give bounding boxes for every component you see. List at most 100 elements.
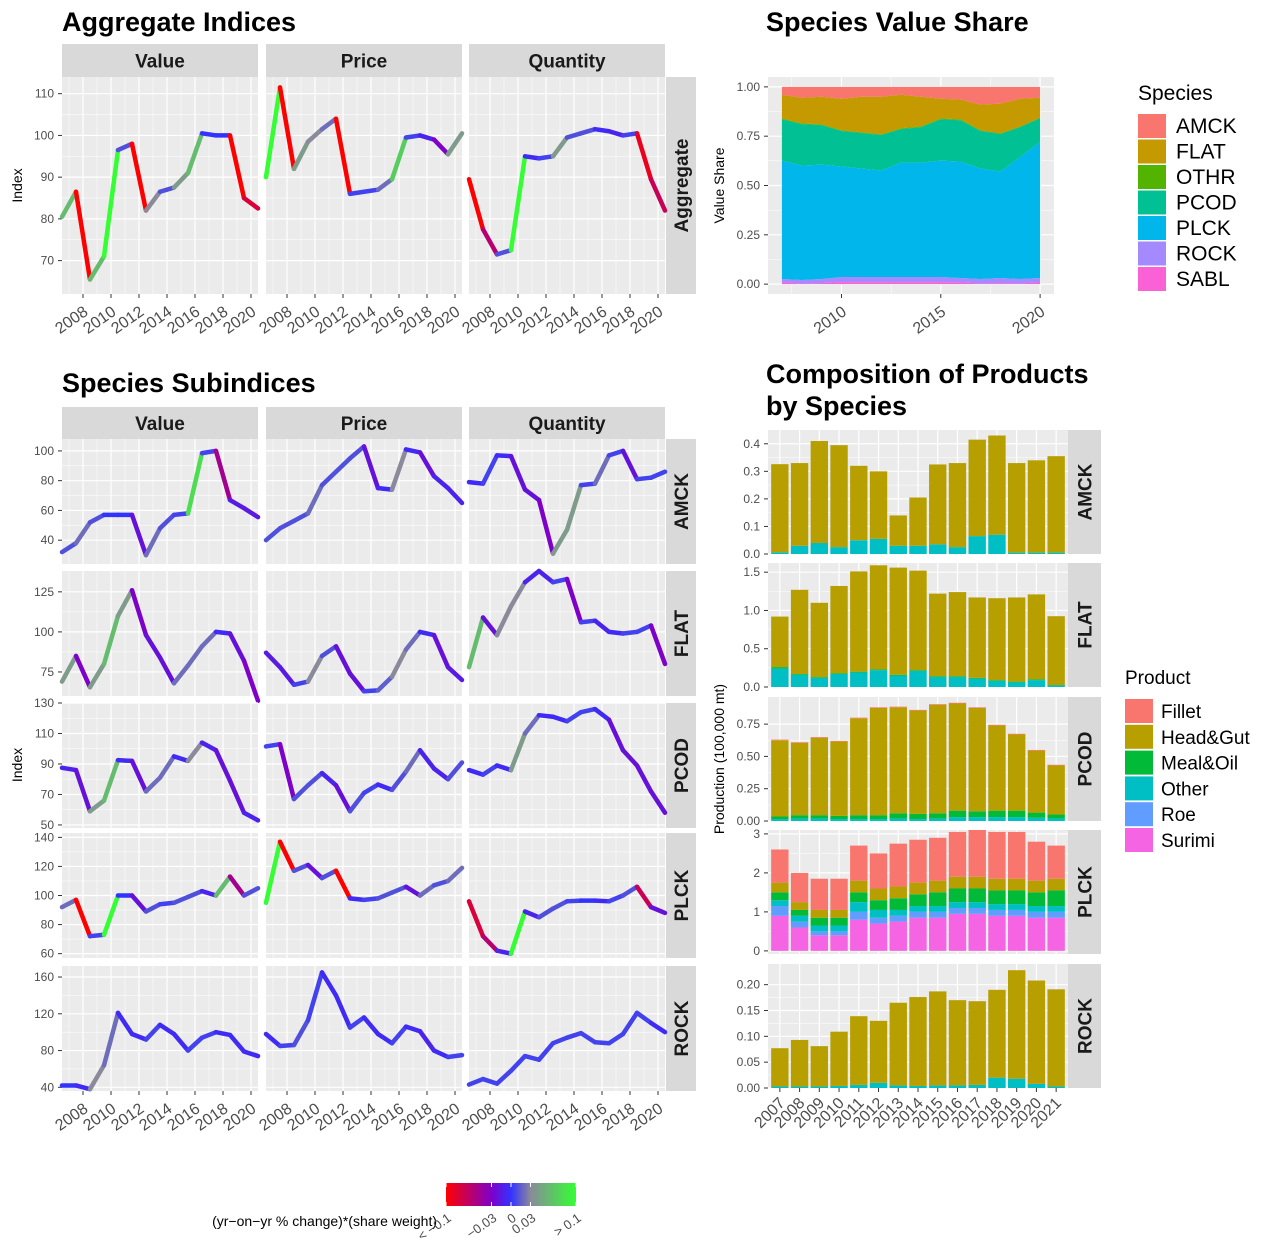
sub-segment-plck-price bbox=[375, 890, 395, 901]
prod-bar-plck-other bbox=[929, 906, 947, 912]
agg-segment-aggregate-price bbox=[277, 85, 297, 172]
prod-bar-flat-meal-oil bbox=[830, 673, 848, 674]
sub-segment-plck-value bbox=[59, 897, 79, 910]
sub-segment-rock-quantity bbox=[606, 1031, 626, 1046]
sub-segment-plck-price bbox=[347, 896, 367, 903]
sub-segment-rock-price bbox=[333, 993, 353, 1030]
sub-segment-plck-price bbox=[319, 868, 339, 881]
prod-bar-pcod-fillet bbox=[869, 707, 888, 708]
prod-bar-pcod-other bbox=[948, 817, 967, 821]
sub-segment-rock-price bbox=[417, 1029, 437, 1053]
sub-segment-flat-value bbox=[115, 587, 135, 619]
prod-bar-flat-head-gut bbox=[968, 597, 986, 678]
share-legend-key-othr bbox=[1138, 165, 1166, 189]
sub-panel-rock-quantity bbox=[469, 966, 665, 1091]
sub-segment-flat-quantity bbox=[620, 629, 640, 636]
sub-segment-flat-price bbox=[445, 664, 465, 683]
agg-xtick: 2020 bbox=[220, 303, 259, 337]
prod-bar-pcod-meal-oil bbox=[810, 815, 828, 819]
prod-bar-rock-other bbox=[850, 1084, 868, 1088]
prod-bar-plck-fillet bbox=[869, 853, 888, 889]
sub-segment-pcod-price bbox=[291, 783, 311, 802]
prod-strip-plck-label: PLCK bbox=[1076, 866, 1097, 918]
sub-segment-rock-quantity bbox=[620, 1010, 640, 1037]
sub-segment-plck-value bbox=[157, 900, 177, 907]
prod-bar-amck-other bbox=[929, 544, 947, 554]
prod-bar-pcod-other bbox=[830, 819, 848, 821]
sub-segment-flat-quantity bbox=[578, 618, 598, 625]
prod-bar-pcod-other bbox=[790, 818, 809, 821]
sub-ytick: 40 bbox=[41, 1080, 55, 1094]
sub-segment-amck-value bbox=[59, 540, 79, 555]
prod-strip-rock bbox=[1068, 964, 1101, 1088]
agg-strip-value-label: Value bbox=[135, 52, 185, 73]
prod-bar-plck-other bbox=[988, 904, 1006, 910]
agg-segment-aggregate-value bbox=[157, 185, 177, 195]
sub-segment-rock-price bbox=[445, 1052, 465, 1060]
sub-ytick: 160 bbox=[34, 970, 54, 984]
prod-bar-amck-head-gut bbox=[1008, 463, 1026, 553]
sub-segment-plck-price bbox=[389, 884, 409, 895]
prod-bar-plck-surimi bbox=[830, 935, 848, 951]
share-xtick: 2020 bbox=[1009, 303, 1048, 337]
sub-segment-pcod-value bbox=[143, 775, 163, 794]
sub-segment-amck-price bbox=[263, 526, 283, 543]
prod-bar-amck-other bbox=[968, 536, 986, 554]
prod-bar-flat-meal-oil bbox=[771, 667, 789, 669]
prod-bar-rock-head-gut bbox=[830, 1031, 848, 1086]
prod-bar-plck-meal-oil bbox=[968, 888, 986, 903]
prod-bar-pcod-fillet bbox=[929, 704, 947, 705]
prod-legend-key-other bbox=[1125, 776, 1153, 801]
sub-ytick: 140 bbox=[34, 830, 54, 844]
sub-ytick: 130 bbox=[34, 696, 54, 710]
sub-segment-pcod-price bbox=[277, 741, 297, 802]
prod-bar-amck-head-gut bbox=[968, 439, 986, 537]
prod-bar-flat-head-gut bbox=[830, 585, 848, 674]
prod-bar-plck-other bbox=[869, 909, 888, 918]
agg-segment-aggregate-quantity bbox=[606, 129, 626, 138]
agg-segment-aggregate-price bbox=[445, 131, 465, 157]
sub-segment-rock-value bbox=[171, 1031, 191, 1053]
prod-bar-rock-other bbox=[909, 1085, 927, 1088]
sub-segment-plck-quantity bbox=[564, 898, 584, 904]
sub-segment-rock-price bbox=[403, 1024, 423, 1034]
prod-bar-plck-roe bbox=[889, 915, 907, 922]
sub-segment-pcod-price bbox=[389, 769, 409, 793]
prod-bar-plck-fillet bbox=[948, 831, 967, 877]
prod-bar-plck-roe bbox=[909, 911, 927, 918]
prod-bar-pcod-other bbox=[869, 819, 888, 821]
prod-bar-pcod-meal-oil bbox=[1047, 814, 1065, 819]
agg-strip-price-label: Price bbox=[341, 52, 387, 73]
sub-segment-flat-value bbox=[129, 587, 149, 638]
prod-bar-pcod-meal-oil bbox=[929, 813, 947, 819]
sub-segment-amck-quantity bbox=[522, 487, 542, 503]
share-legend-key-plck bbox=[1138, 216, 1166, 240]
prod-bar-plck-other bbox=[810, 925, 828, 932]
sub-segment-flat-quantity bbox=[564, 576, 584, 625]
prod-bar-pcod-head-gut bbox=[771, 740, 789, 817]
prod-bar-plck-roe bbox=[948, 907, 967, 914]
sub-ytick: 125 bbox=[34, 585, 54, 599]
prod-ytick: 0.05 bbox=[737, 1055, 761, 1069]
prod-bar-pcod-other bbox=[1027, 817, 1046, 821]
share-legend-key-flat bbox=[1138, 139, 1166, 164]
agg-segment-aggregate-quantity bbox=[466, 176, 486, 232]
sub-segment-amck-value bbox=[227, 497, 247, 511]
prod-bar-pcod-fillet bbox=[1027, 749, 1046, 751]
prod-bar-flat-other bbox=[1047, 685, 1065, 687]
sub-segment-flat-value bbox=[241, 658, 261, 704]
prod-bar-pcod-meal-oil bbox=[1008, 810, 1026, 818]
agg-segment-aggregate-quantity bbox=[634, 131, 654, 182]
sub-segment-plck-value bbox=[143, 901, 163, 914]
prod-bar-flat-other bbox=[810, 677, 828, 687]
sub-segment-flat-value bbox=[157, 655, 177, 686]
prod-bar-plck-other bbox=[850, 902, 868, 912]
prod-ytick: 0.75 bbox=[737, 717, 761, 731]
prod-bar-pcod-other bbox=[909, 819, 927, 821]
prod-bar-flat-other bbox=[988, 680, 1006, 687]
sub-segment-amck-price bbox=[389, 447, 409, 492]
prod-ytick: 0 bbox=[753, 944, 760, 958]
sub-segment-plck-quantity bbox=[466, 899, 486, 939]
sub-segment-flat-quantity bbox=[550, 576, 570, 585]
sub-segment-flat-quantity bbox=[606, 629, 626, 636]
